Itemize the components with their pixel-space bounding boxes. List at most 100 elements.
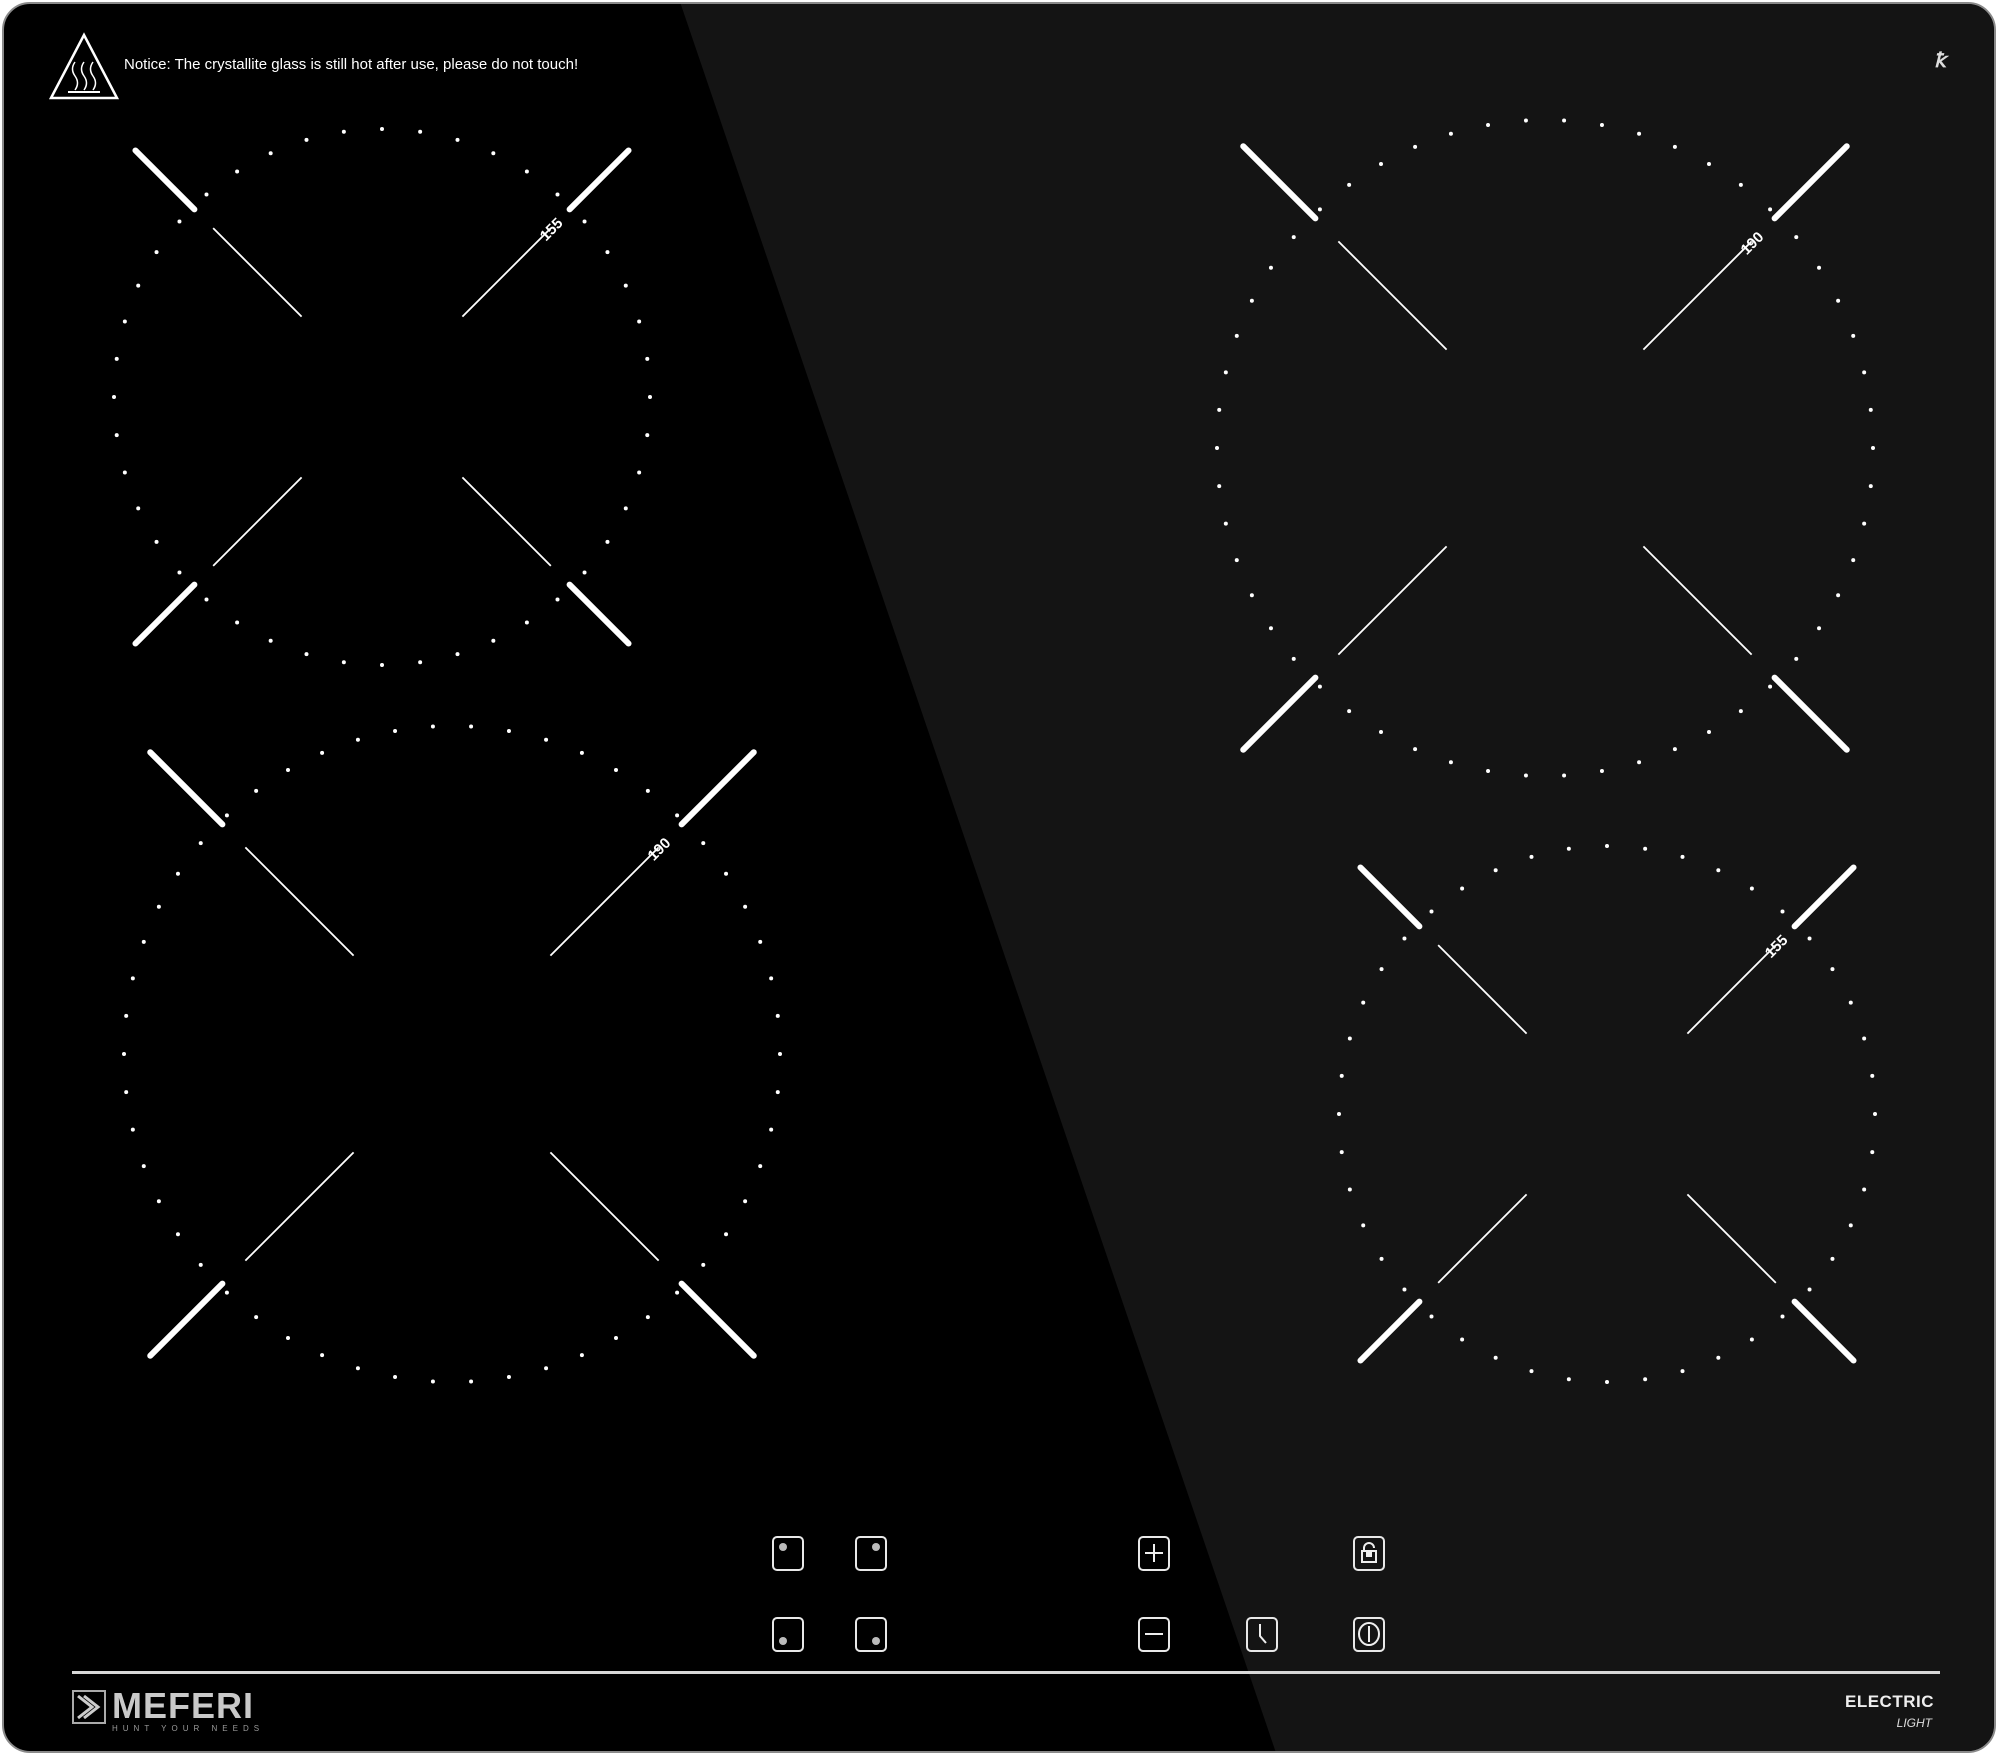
burner-dot: [254, 1315, 259, 1320]
burner-dot: [130, 1127, 135, 1132]
zone-bottom-left-button[interactable]: [772, 1617, 804, 1652]
burner-dot: [380, 663, 384, 667]
burner-guide-line: [1686, 944, 1777, 1035]
burner-dot: [1291, 235, 1296, 240]
burner-dot: [1448, 131, 1453, 136]
burner-dot: [268, 638, 273, 643]
burner-dot: [430, 1379, 435, 1384]
plus-button[interactable]: [1138, 1536, 1170, 1571]
burner-dot: [1637, 760, 1642, 765]
burner-dot: [130, 976, 135, 981]
burner-dot: [1234, 558, 1239, 563]
burner-dot: [1599, 122, 1604, 127]
burner-dot: [235, 169, 240, 174]
burner-dot: [1429, 1314, 1434, 1319]
burner-dot: [623, 506, 628, 511]
burner-corner-mark: [1357, 1298, 1423, 1364]
burner-dot: [1851, 558, 1856, 563]
burner-dot: [724, 1232, 729, 1237]
burner-dot: [1562, 773, 1567, 778]
brand-logo: MEFERI HUNT YOUR NEEDS: [72, 1688, 265, 1733]
burner-dot: [1862, 1036, 1867, 1041]
burner-dot: [1529, 1369, 1534, 1374]
power-button[interactable]: [1353, 1617, 1385, 1652]
burner-corner-mark: [132, 147, 198, 213]
burner-dot: [455, 652, 460, 657]
burner-dot: [286, 1336, 290, 1341]
burner-dot: [175, 1232, 180, 1237]
burner-dot: [1780, 1314, 1785, 1319]
burner-dot: [114, 356, 119, 361]
burner-dot: [1217, 407, 1222, 412]
burner-dot: [1643, 846, 1648, 851]
burner-dot: [645, 788, 650, 793]
burner-dot: [1493, 868, 1498, 873]
burner-top-right: 190: [1215, 118, 1875, 778]
burner-dot: [648, 395, 652, 399]
burner-dot: [136, 506, 141, 511]
burner-dot: [1217, 484, 1222, 489]
burner-dot: [112, 395, 116, 399]
burner-dot: [393, 1375, 398, 1380]
burner-dot: [393, 728, 398, 733]
burner-dot: [1379, 161, 1383, 166]
burner-dot: [1268, 626, 1273, 631]
burner-dot: [1680, 854, 1685, 859]
burner-dot: [469, 1379, 474, 1384]
burner-dot: [1716, 868, 1721, 873]
brand-tagline: HUNT YOUR NEEDS: [112, 1724, 265, 1733]
burner-dot: [320, 1353, 325, 1358]
burner-dot: [1672, 144, 1677, 149]
burner-corner-mark: [678, 749, 757, 828]
burner-dot: [524, 169, 529, 174]
burner-dot: [555, 597, 560, 602]
burner-dot: [614, 767, 618, 772]
burner-dot: [582, 570, 587, 575]
burner-dot: [1605, 1380, 1609, 1384]
burner-guide-line: [461, 227, 552, 318]
timer-button[interactable]: [1246, 1617, 1278, 1652]
zone-top-left-button[interactable]: [772, 1536, 804, 1571]
burner-dot: [1680, 1369, 1685, 1374]
burner-dot: [1807, 936, 1812, 941]
burner-dot: [1223, 521, 1228, 526]
burner-dot: [124, 1090, 129, 1095]
burner-dot: [122, 319, 127, 324]
burner-dot: [380, 127, 384, 131]
burner-dot: [582, 219, 587, 224]
burner-dot: [455, 137, 460, 142]
burner-dot: [1291, 656, 1296, 661]
burner-dot: [1361, 1000, 1366, 1005]
burner-corner-mark: [1791, 1298, 1857, 1364]
burner-dot: [141, 939, 146, 944]
burner-dot: [605, 539, 610, 544]
burner-dot: [122, 470, 127, 475]
burner-dot: [645, 1315, 650, 1320]
burner-dot: [204, 192, 209, 197]
burner-guide-line: [1642, 545, 1753, 656]
burner-dot: [506, 1375, 511, 1380]
lock-button[interactable]: [1353, 1536, 1385, 1571]
burner-dot: [286, 767, 290, 772]
burner-dot: [1605, 844, 1609, 848]
burner-dot: [775, 1013, 780, 1018]
burner-dot: [469, 724, 474, 729]
burner-dot: [1347, 1187, 1352, 1192]
burner-dot: [614, 1336, 618, 1341]
burner-dot: [1862, 1187, 1867, 1192]
burner-corner-mark: [147, 1280, 226, 1359]
zone-bottom-left-icon: [779, 1637, 787, 1645]
burner-guide-line: [212, 476, 303, 567]
burner-dot: [544, 1366, 549, 1371]
zone-bottom-right-button[interactable]: [855, 1617, 887, 1652]
burner-guide-line: [461, 476, 552, 567]
burner-corner-mark: [1240, 143, 1319, 222]
burner-corner-mark: [566, 581, 632, 647]
minus-button[interactable]: [1138, 1617, 1170, 1652]
zone-top-right-button[interactable]: [855, 1536, 887, 1571]
burner-dot: [1836, 593, 1841, 598]
burner-dot: [1768, 207, 1773, 212]
burner-dot: [743, 904, 748, 909]
burner-dot: [637, 470, 642, 475]
burner-dot: [177, 219, 182, 224]
